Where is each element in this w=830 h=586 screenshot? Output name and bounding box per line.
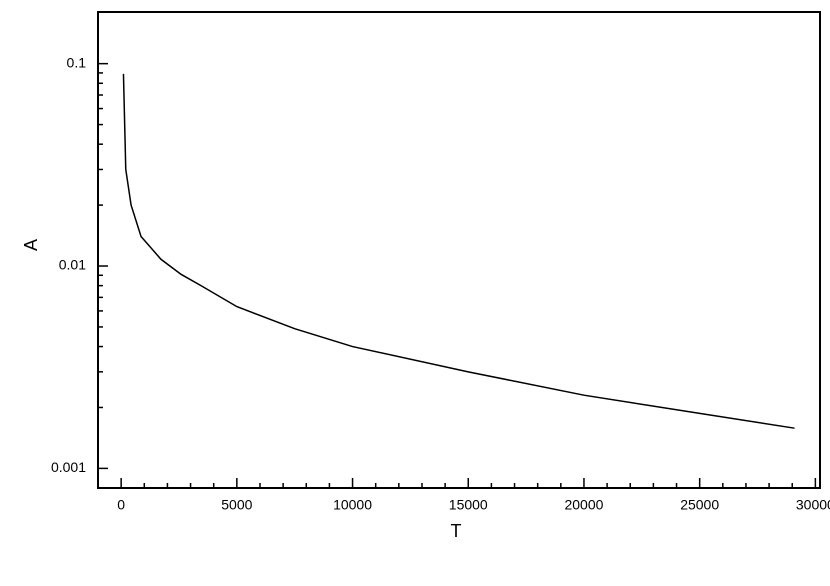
x-axis-label: T [451,521,462,541]
x-tick-label: 5000 [221,497,252,513]
x-tick-label: 0 [117,497,125,513]
x-tick-label: 10000 [333,497,372,513]
y-tick-label: 0.001 [51,459,86,475]
y-axis-label: A [21,239,41,251]
y-tick-label: 0.01 [59,257,86,273]
x-tick-label: 15000 [449,497,488,513]
y-tick-label: 0.1 [67,54,87,70]
line-series [122,73,795,429]
x-tick-label: 20000 [564,497,603,513]
plot-frame [97,11,821,489]
x-tick-label: 25000 [680,497,719,513]
